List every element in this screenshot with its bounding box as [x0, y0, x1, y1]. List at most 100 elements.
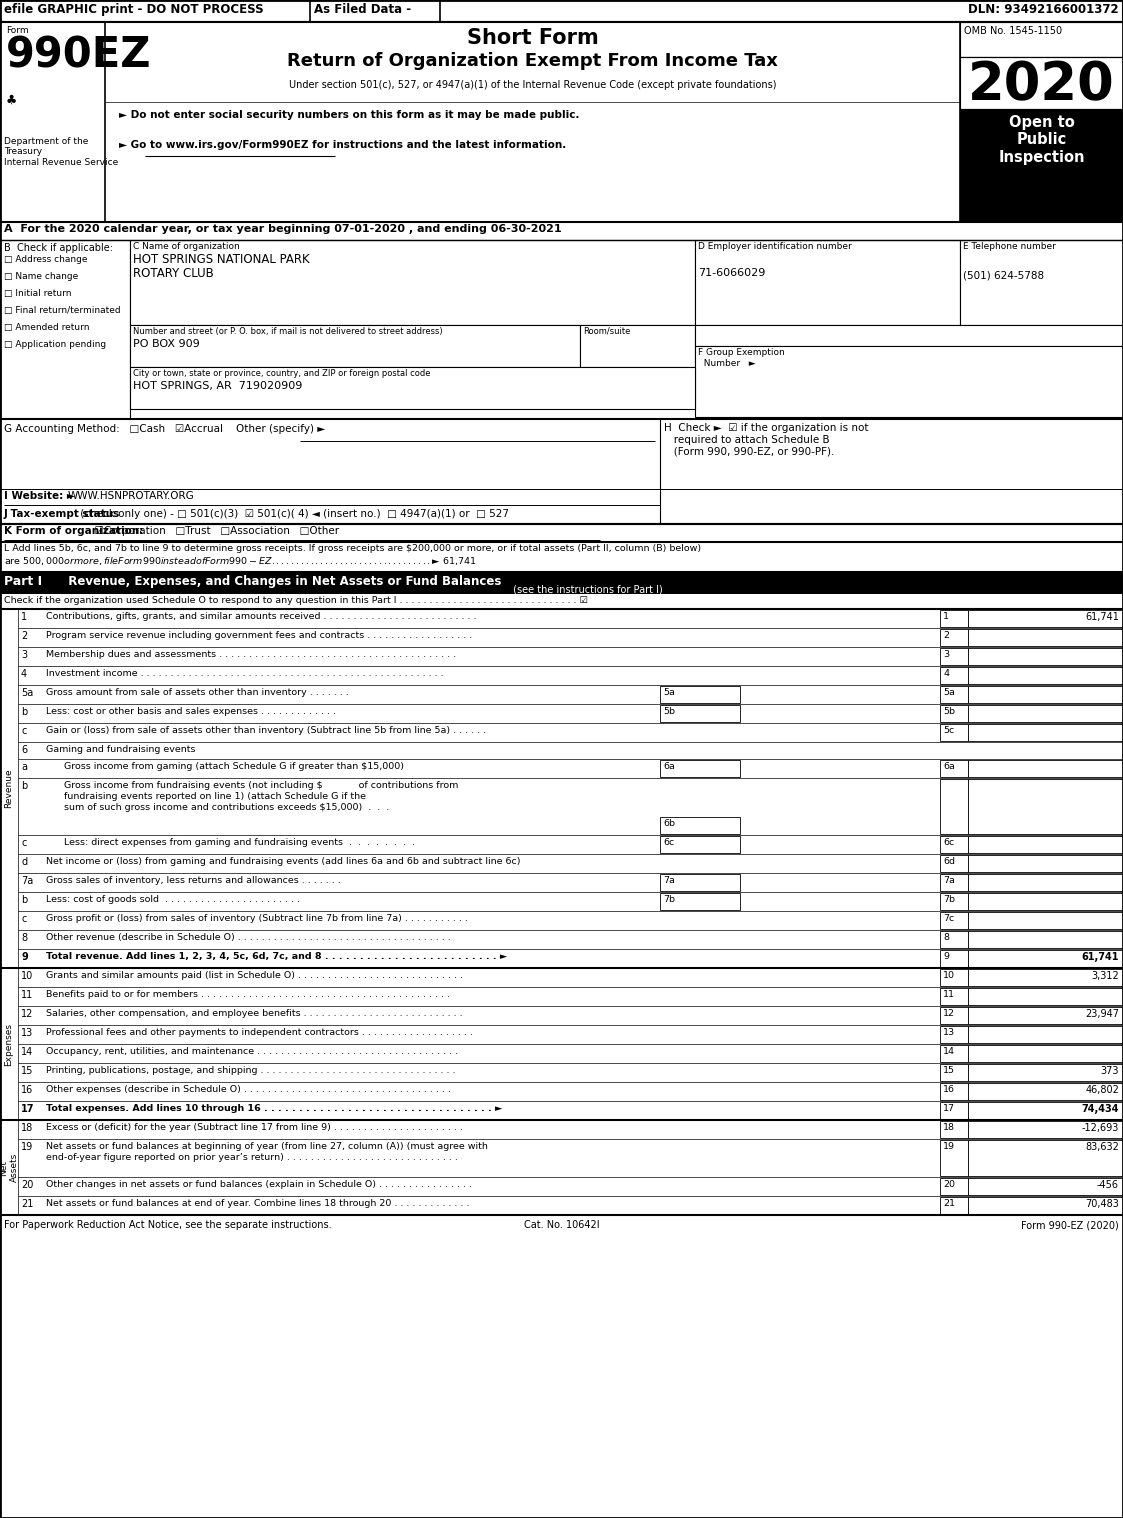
Text: 83,632: 83,632 [1085, 1142, 1119, 1152]
Text: 9: 9 [943, 952, 949, 961]
Text: 12: 12 [21, 1009, 34, 1019]
Bar [968, 836, 1123, 853]
Text: □ Final return/terminated: □ Final return/terminated [4, 307, 120, 316]
Text: H  Check ►  ☑ if the organization is not: H Check ► ☑ if the organization is not [664, 424, 868, 433]
Text: (Form 990, 990-EZ, or 990-PF).: (Form 990, 990-EZ, or 990-PF). [664, 446, 834, 457]
Bar [968, 628, 1123, 647]
Text: 6a: 6a [663, 762, 675, 771]
Text: ► Do not enter social security numbers on this form as it may be made public.: ► Do not enter social security numbers o… [119, 109, 579, 120]
Bar [940, 779, 968, 833]
Text: Return of Organization Exempt From Income Tax: Return of Organization Exempt From Incom… [287, 52, 778, 70]
Text: (see the instructions for Part I): (see the instructions for Part I) [510, 584, 663, 594]
Bar [695, 346, 1123, 417]
Bar [0, 222, 1123, 240]
Text: Gross income from gaming (attach Schedule G if greater than $15,000): Gross income from gaming (attach Schedul… [64, 762, 413, 771]
Text: Occupancy, rent, utilities, and maintenance . . . . . . . . . . . . . . . . . . : Occupancy, rent, utilities, and maintena… [46, 1047, 458, 1057]
Text: 5a: 5a [21, 688, 34, 698]
Text: 70,483: 70,483 [1085, 1199, 1119, 1208]
Text: Net income or (loss) from gaming and fundraising events (add lines 6a and 6b and: Net income or (loss) from gaming and fun… [46, 858, 520, 865]
Text: G Accounting Method:   □Cash   ☑Accrual    Other (specify) ►: G Accounting Method: □Cash ☑Accrual Othe… [4, 424, 326, 434]
Bar [0, 419, 660, 489]
Bar [940, 610, 968, 627]
Text: Benefits paid to or for members . . . . . . . . . . . . . . . . . . . . . . . . : Benefits paid to or for members . . . . … [46, 990, 450, 999]
Text: Professional fees and other payments to independent contractors . . . . . . . . : Professional fees and other payments to … [46, 1028, 473, 1037]
Bar [695, 240, 960, 325]
Text: 9: 9 [21, 952, 28, 962]
Text: 12: 12 [943, 1009, 955, 1019]
Bar [960, 58, 1123, 109]
Text: 10: 10 [21, 972, 34, 981]
Text: Less: cost of goods sold  . . . . . . . . . . . . . . . . . . . . . . .: Less: cost of goods sold . . . . . . . .… [46, 896, 300, 905]
Text: K Form of organization:: K Form of organization: [4, 527, 144, 536]
Text: Gross amount from sale of assets other than inventory . . . . . . .: Gross amount from sale of assets other t… [46, 688, 349, 697]
Bar [968, 1140, 1123, 1176]
Text: b: b [21, 780, 27, 791]
Text: 10: 10 [943, 972, 955, 981]
Text: Form: Form [6, 26, 28, 35]
Text: 23,947: 23,947 [1085, 1009, 1119, 1019]
Bar [968, 950, 1123, 967]
Bar [968, 988, 1123, 1005]
Bar [968, 1044, 1123, 1063]
Text: Check if the organization used Schedule O to respond to any question in this Par: Check if the organization used Schedule … [4, 597, 588, 606]
Bar [960, 240, 1123, 325]
Text: 18: 18 [21, 1123, 34, 1132]
Text: L Add lines 5b, 6c, and 7b to line 9 to determine gross receipts. If gross recei: L Add lines 5b, 6c, and 7b to line 9 to … [4, 543, 701, 553]
Text: Part I: Part I [4, 575, 43, 587]
Text: b: b [21, 896, 27, 905]
Text: □ Address change: □ Address change [4, 255, 88, 264]
Text: OMB No. 1545-1150: OMB No. 1545-1150 [964, 26, 1062, 36]
Text: 3,312: 3,312 [1092, 972, 1119, 981]
Bar [968, 1102, 1123, 1119]
Text: c: c [21, 726, 26, 736]
Text: 5b: 5b [943, 707, 955, 716]
Bar [940, 836, 968, 853]
Text: required to attach Schedule B: required to attach Schedule B [664, 436, 830, 445]
Text: □ Amended return: □ Amended return [4, 323, 90, 332]
Bar [968, 686, 1123, 703]
Bar [968, 931, 1123, 949]
Text: D Employer identification number: D Employer identification number [699, 241, 851, 250]
Text: 13: 13 [21, 1028, 34, 1038]
Bar [940, 1044, 968, 1063]
Text: 7b: 7b [663, 896, 675, 905]
Bar [940, 1198, 968, 1214]
Text: Grants and similar amounts paid (list in Schedule O) . . . . . . . . . . . . . .: Grants and similar amounts paid (list in… [46, 972, 463, 981]
Text: a: a [21, 762, 27, 773]
Bar [130, 240, 695, 325]
Text: HOT SPRINGS, AR  719020909: HOT SPRINGS, AR 719020909 [133, 381, 302, 392]
Text: F Group Exemption: F Group Exemption [699, 348, 785, 357]
Bar [940, 855, 968, 871]
Text: 3: 3 [21, 650, 27, 660]
Text: Under section 501(c), 527, or 4947(a)(1) of the Internal Revenue Code (except pr: Under section 501(c), 527, or 4947(a)(1)… [289, 80, 776, 90]
Text: 6a: 6a [943, 762, 955, 771]
Bar [660, 817, 740, 833]
Bar [660, 893, 740, 909]
Text: sum of such gross income and contributions exceeds $15,000)  .  .  .: sum of such gross income and contributio… [64, 803, 390, 812]
Bar [130, 367, 695, 408]
Text: fundraising events reported on line 1) (attach Schedule G if the: fundraising events reported on line 1) (… [64, 792, 366, 802]
Bar [579, 325, 695, 367]
Text: Revenue, Expenses, and Changes in Net Assets or Fund Balances: Revenue, Expenses, and Changes in Net As… [60, 575, 501, 587]
Text: 990EZ: 990EZ [6, 33, 152, 76]
Text: 14: 14 [943, 1047, 955, 1057]
Bar [968, 610, 1123, 627]
Text: Expenses: Expenses [4, 1023, 13, 1066]
Text: end-of-year figure reported on prior year’s return) . . . . . . . . . . . . . . : end-of-year figure reported on prior yea… [46, 1154, 458, 1161]
Bar [940, 1102, 968, 1119]
Bar [660, 761, 740, 777]
Bar [968, 1006, 1123, 1025]
Bar [0, 240, 130, 440]
Bar [968, 968, 1123, 987]
Text: 13: 13 [943, 1028, 956, 1037]
Text: 6c: 6c [663, 838, 674, 847]
Text: 6b: 6b [663, 820, 675, 827]
Text: 74,434: 74,434 [1081, 1104, 1119, 1114]
Text: 71-6066029: 71-6066029 [699, 269, 766, 278]
Text: c: c [21, 914, 26, 924]
Bar [940, 704, 968, 723]
Text: B  Check if applicable:: B Check if applicable: [4, 243, 113, 254]
Bar [940, 931, 968, 949]
Bar [0, 594, 1123, 609]
Bar [940, 628, 968, 647]
